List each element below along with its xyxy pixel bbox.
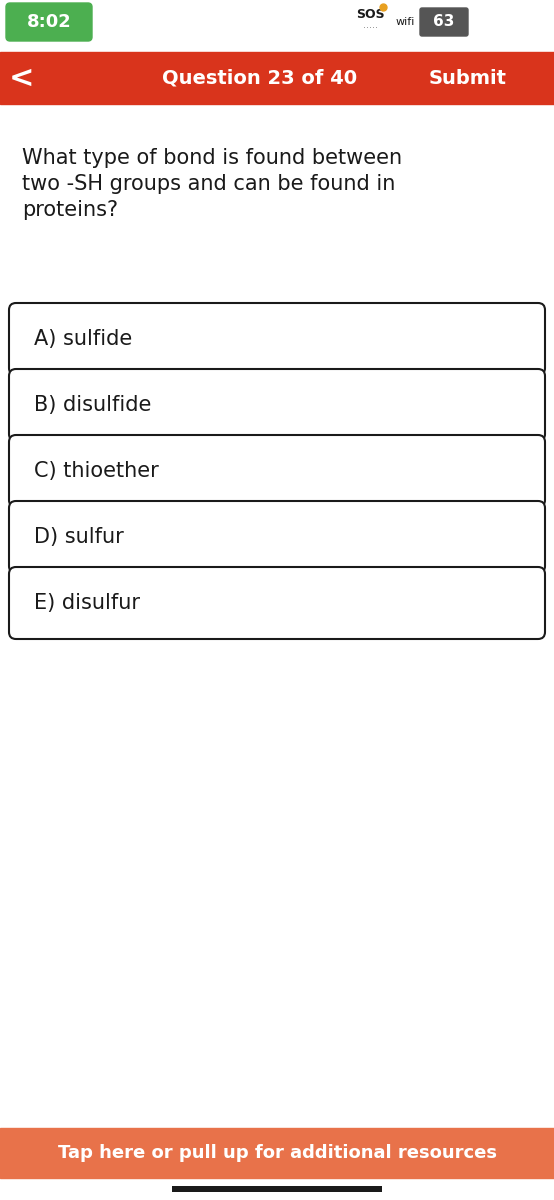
- Bar: [0, 0, 554, 52]
- FancyBboxPatch shape: [9, 502, 545, 572]
- Text: C) thioether: C) thioether: [34, 461, 159, 481]
- Text: A) sulfide: A) sulfide: [34, 329, 132, 349]
- Bar: [0, 1128, 554, 1178]
- Text: E) disulfur: E) disulfur: [34, 593, 140, 613]
- Text: proteins?: proteins?: [22, 200, 118, 220]
- Bar: [172, 1186, 382, 1192]
- Text: B) disulfide: B) disulfide: [34, 395, 151, 415]
- FancyBboxPatch shape: [9, 434, 545, 506]
- Text: .....: .....: [362, 20, 377, 30]
- Text: two -SH groups and can be found in: two -SH groups and can be found in: [22, 174, 396, 194]
- Text: Tap here or pull up for additional resources: Tap here or pull up for additional resou…: [58, 1144, 496, 1162]
- FancyBboxPatch shape: [9, 370, 545, 440]
- Text: 63: 63: [433, 14, 455, 30]
- FancyBboxPatch shape: [9, 566, 545, 638]
- Text: SOS: SOS: [356, 7, 384, 20]
- Text: 8:02: 8:02: [27, 13, 71, 31]
- Text: What type of bond is found between: What type of bond is found between: [22, 148, 402, 168]
- Text: D) sulfur: D) sulfur: [34, 527, 124, 547]
- Text: Question 23 of 40: Question 23 of 40: [162, 68, 357, 88]
- Text: Submit: Submit: [429, 68, 507, 88]
- Bar: [0, 52, 554, 104]
- FancyBboxPatch shape: [6, 2, 92, 41]
- FancyBboxPatch shape: [9, 302, 545, 374]
- Text: <: <: [9, 64, 35, 92]
- FancyBboxPatch shape: [420, 8, 468, 36]
- Text: wifi: wifi: [396, 17, 415, 26]
